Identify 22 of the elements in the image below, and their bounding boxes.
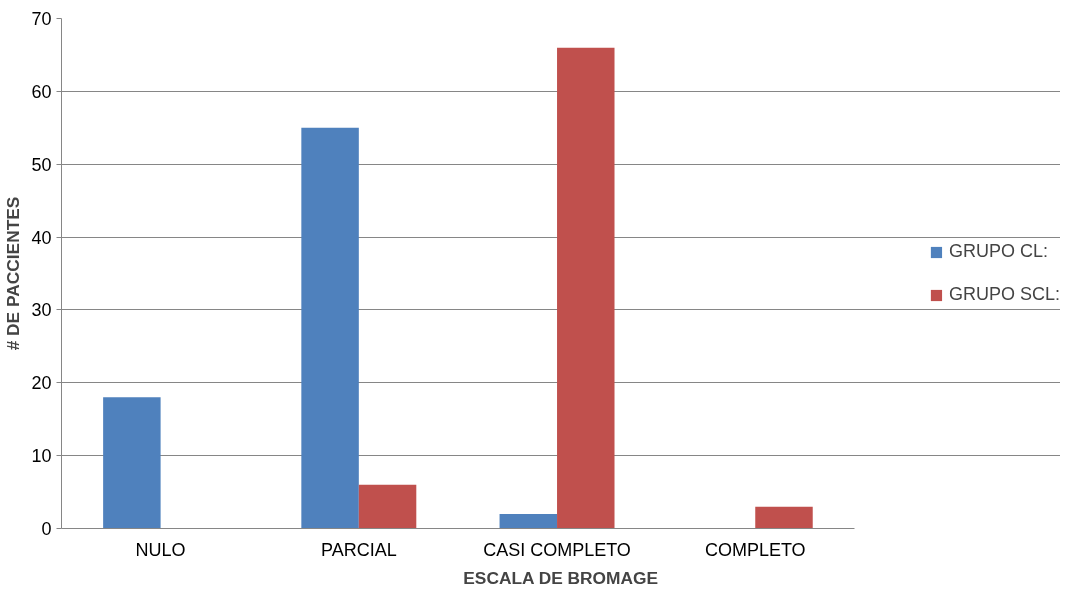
x-axis-title: ESCALA DE BROMAGE (463, 567, 659, 588)
bar (103, 397, 161, 529)
y-tick-label: 0 (41, 519, 52, 539)
x-tick-label: NULO (135, 539, 186, 560)
y-axis-title: # DE PACCIENTES (3, 196, 24, 351)
x-tick-label: PARCIAL (320, 539, 397, 560)
bar (499, 513, 558, 529)
y-tick-label: 70 (31, 9, 52, 29)
x-tick-label: COMPLETO (704, 539, 806, 560)
y-tick-label: 30 (31, 300, 52, 321)
y-tick-label: 60 (31, 81, 52, 102)
y-tick-label: 10 (31, 446, 52, 467)
bar (557, 47, 615, 529)
legend-label: GRUPO CL: (948, 241, 1048, 262)
bar (301, 127, 359, 529)
legend-label: GRUPO SCL: (948, 284, 1060, 305)
bar (358, 484, 417, 529)
y-tick-label: 50 (31, 154, 52, 175)
bar (755, 506, 813, 529)
x-tick-label: CASI COMPLETO (483, 539, 631, 560)
y-tick-label: 20 (31, 373, 52, 394)
y-tick-label: 40 (31, 227, 52, 248)
